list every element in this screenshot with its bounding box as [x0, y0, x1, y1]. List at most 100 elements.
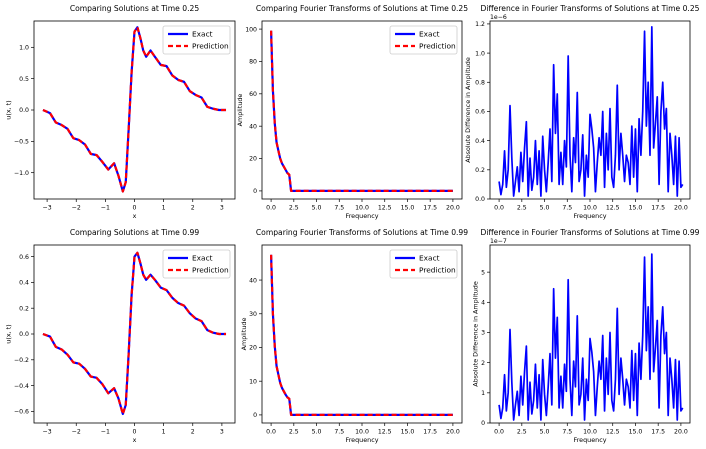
x-tick-label: 5.0 [312, 205, 322, 212]
y-tick-label: 20 [249, 156, 257, 163]
y-tick-label: 10 [249, 378, 257, 385]
y-tick-label: 0.5 [19, 76, 29, 83]
x-tick-label: 2.5 [289, 205, 299, 212]
y-axis-label: u(x, t) [5, 324, 13, 343]
x-tick-label: 10.0 [355, 429, 369, 436]
x-tick-label: 17.5 [423, 429, 437, 436]
x-tick-label: 7.5 [334, 205, 344, 212]
y-axis-exponent: 1e−6 [490, 14, 507, 21]
x-tick-label: 5.0 [540, 205, 550, 212]
y-tick-label: 30 [249, 311, 257, 318]
x-tick-label: −3 [43, 205, 52, 212]
y-tick-label: 1.0 [475, 50, 485, 57]
y-tick-label: 3 [481, 330, 485, 337]
y-tick-label: 2 [481, 360, 485, 367]
y-tick-label: −0.4 [14, 383, 29, 390]
x-tick-label: 12.5 [606, 429, 620, 436]
legend-label-exact: Exact [419, 30, 440, 39]
chart-sol099: Comparing Solutions at Time 0.99 −3 −2 −1 0 1… [5, 228, 236, 444]
y-axis-label: Absolute Difference in Amplitude [464, 57, 472, 163]
x-tick-label: 12.5 [378, 429, 392, 436]
y-tick-label: 40 [249, 277, 257, 284]
y-tick-label: 0 [481, 420, 485, 427]
x-tick-label: 0 [133, 429, 137, 436]
x-tick-label: 20.0 [674, 205, 688, 212]
y-tick-label: 5 [481, 269, 485, 276]
x-tick-label: −2 [72, 205, 81, 212]
series-line-difference [498, 253, 684, 421]
x-tick-label: 17.5 [651, 429, 665, 436]
y-tick-label: 20 [249, 345, 257, 352]
y-axis-label: u(x, t) [5, 100, 13, 119]
x-tick-label: 5.0 [312, 429, 322, 436]
chart-title: Comparing Solutions at Time 0.99 [70, 228, 200, 237]
x-tick-label: 2.5 [517, 205, 527, 212]
y-tick-label: 60 [249, 91, 257, 98]
y-tick-label: 0.4 [475, 138, 485, 145]
x-tick-label: 15.0 [401, 205, 415, 212]
x-tick-label: 3 [220, 205, 224, 212]
series-line-exact [269, 30, 453, 193]
y-tick-label: 0.2 [19, 305, 29, 312]
y-tick-label: 0.0 [475, 196, 485, 203]
x-axis-label: Frequency [573, 212, 606, 220]
y-tick-label: 1.0 [19, 45, 29, 52]
x-tick-label: 2.5 [289, 429, 299, 436]
x-axis-label: Frequency [345, 212, 378, 220]
y-tick-label: 0.0 [19, 107, 29, 114]
series-line-prediction [269, 254, 453, 417]
chart-fft099: Comparing Fourier Transforms of Solution… [240, 228, 468, 444]
chart-title: Comparing Fourier Transforms of Solution… [256, 4, 468, 13]
y-tick-label: 0 [253, 188, 257, 195]
x-tick-label: 2 [191, 429, 195, 436]
chart-sol025: Comparing Solutions at Time 0.25 −3 −2 −1 0 1… [5, 4, 236, 220]
x-tick-label: −1 [101, 205, 110, 212]
series-line-prediction [42, 251, 227, 416]
series-line-exact [269, 254, 453, 417]
y-tick-label: −0.6 [14, 409, 29, 416]
x-tick-label: 2 [191, 205, 195, 212]
x-tick-label: 7.5 [334, 429, 344, 436]
y-tick-label: 0.4 [19, 280, 29, 287]
legend-label-prediction: Prediction [192, 266, 229, 275]
chart-title: Difference in Fourier Transforms of Solu… [480, 228, 699, 237]
x-tick-label: 3 [220, 429, 224, 436]
y-tick-label: 1 [481, 390, 485, 397]
y-tick-label: 0 [253, 412, 257, 419]
y-tick-label: −1.0 [14, 170, 29, 177]
x-tick-label: 20.0 [446, 429, 460, 436]
x-tick-label: 5.0 [540, 429, 550, 436]
legend: Exact Prediction [389, 249, 458, 279]
x-tick-label: 12.5 [378, 205, 392, 212]
axes-frame [261, 20, 463, 200]
legend-label-prediction: Prediction [192, 42, 229, 51]
legend: Exact Prediction [162, 25, 231, 55]
x-tick-label: 2.5 [517, 429, 527, 436]
legend: Exact Prediction [389, 25, 458, 55]
y-tick-label: 4 [481, 300, 485, 307]
x-tick-label: 7.5 [562, 429, 572, 436]
x-tick-label: 1 [162, 429, 166, 436]
y-tick-label: 0.0 [19, 331, 29, 338]
series-line-prediction [42, 26, 227, 193]
x-tick-label: 10.0 [355, 205, 369, 212]
axes-frame [33, 20, 236, 200]
y-axis-exponent: 1e−7 [490, 238, 507, 245]
x-tick-label: 15.0 [629, 429, 643, 436]
x-tick-label: 0.0 [494, 205, 504, 212]
x-tick-label: 12.5 [606, 205, 620, 212]
x-tick-label: 10.0 [583, 205, 597, 212]
legend-label-exact: Exact [192, 254, 213, 263]
chart-title: Comparing Fourier Transforms of Solution… [256, 228, 468, 237]
legend: Exact Prediction [162, 249, 231, 279]
x-tick-label: 15.0 [629, 205, 643, 212]
axes-frame [261, 244, 463, 424]
legend-label-prediction: Prediction [419, 266, 456, 275]
x-tick-label: −2 [72, 429, 81, 436]
y-axis-label: Absolute Difference in Amplitude [471, 281, 479, 387]
axes-frame [489, 20, 691, 200]
y-tick-label: −0.5 [14, 139, 29, 146]
x-tick-label: 20.0 [674, 429, 688, 436]
x-tick-label: 17.5 [651, 205, 665, 212]
x-tick-label: 15.0 [401, 429, 415, 436]
